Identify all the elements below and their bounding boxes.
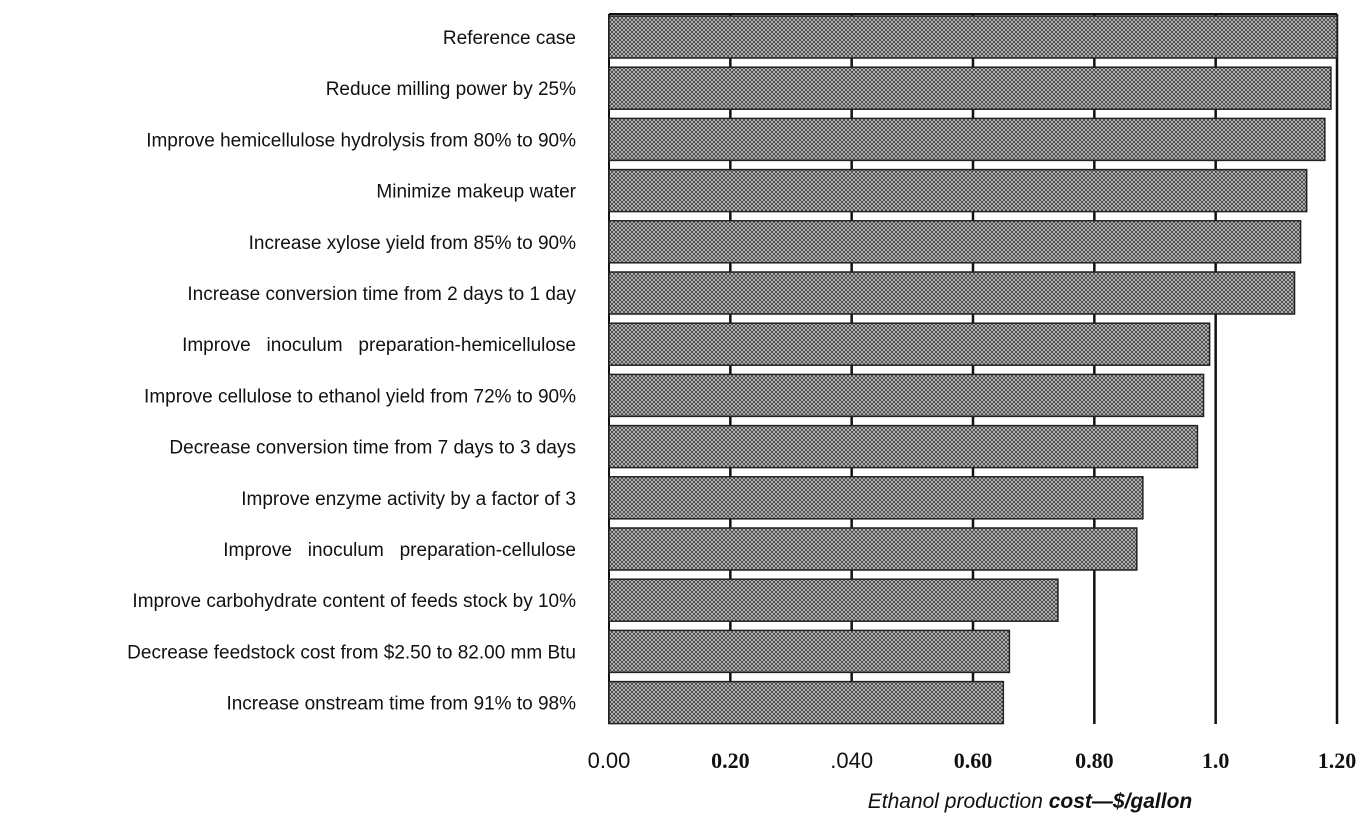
category-label-1: Reduce milling power by 25% bbox=[326, 79, 576, 100]
bars bbox=[608, 15, 1338, 725]
category-label-10: Improve inoculum preparation-cellulose bbox=[223, 540, 576, 561]
category-label-13: Increase onstream time from 91% to 98% bbox=[226, 694, 576, 715]
x-tick-labels: 0.00 0.20 .040 0.60 0.80 1.0 1.20 bbox=[588, 748, 1357, 773]
x-axis-label: Ethanol production cost—$/gallon bbox=[868, 790, 1193, 813]
x-tick-label-2: .040 bbox=[830, 748, 873, 773]
bar-3 bbox=[608, 168, 1308, 213]
x-tick-label-6: 1.20 bbox=[1318, 748, 1357, 773]
x-tick-label-1: 0.20 bbox=[711, 748, 750, 773]
category-label-6: Improve inoculum preparation-hemicellulo… bbox=[182, 335, 576, 356]
category-label-8: Decrease conversion time from 7 days to … bbox=[169, 438, 576, 459]
x-tick-label-4: 0.80 bbox=[1075, 748, 1114, 773]
category-label-3: Minimize makeup water bbox=[376, 182, 576, 203]
x-tick-label-0: 0.00 bbox=[588, 748, 631, 773]
category-label-0: Reference case bbox=[443, 28, 576, 49]
bar-1 bbox=[608, 66, 1332, 110]
bar-0 bbox=[608, 15, 1338, 59]
x-tick-label-5: 1.0 bbox=[1202, 748, 1230, 773]
x-tick-label-3: 0.60 bbox=[954, 748, 993, 773]
bar-2 bbox=[608, 117, 1326, 162]
bar-8 bbox=[608, 424, 1199, 469]
x-axis-label-part-1: Ethanol production bbox=[868, 790, 1049, 813]
x-axis-label-part-2: cost—$/gallon bbox=[1049, 790, 1193, 813]
bar-10 bbox=[608, 527, 1138, 571]
bar-11 bbox=[608, 578, 1059, 622]
category-label-4: Increase xylose yield from 85% to 90% bbox=[249, 233, 576, 254]
category-label-2: Improve hemicellulose hydrolysis from 80… bbox=[146, 130, 576, 151]
bar-12 bbox=[608, 629, 1011, 674]
category-labels: Reference case Reduce milling power by 25… bbox=[127, 28, 577, 715]
bar-7 bbox=[608, 373, 1205, 418]
bar-6 bbox=[608, 322, 1211, 366]
bar-5 bbox=[608, 271, 1296, 315]
category-label-12: Decrease feedstock cost from $2.50 to 82… bbox=[127, 642, 576, 663]
category-label-11: Improve carbohydrate content of feeds st… bbox=[132, 591, 576, 612]
category-label-7: Improve cellulose to ethanol yield from … bbox=[144, 386, 576, 407]
category-label-5: Increase conversion time from 2 days to … bbox=[187, 284, 576, 305]
category-label-9: Improve enzyme activity by a factor of 3 bbox=[241, 489, 576, 510]
bar-9 bbox=[608, 476, 1144, 520]
bar-13 bbox=[608, 680, 1005, 725]
bar-4 bbox=[608, 220, 1302, 264]
